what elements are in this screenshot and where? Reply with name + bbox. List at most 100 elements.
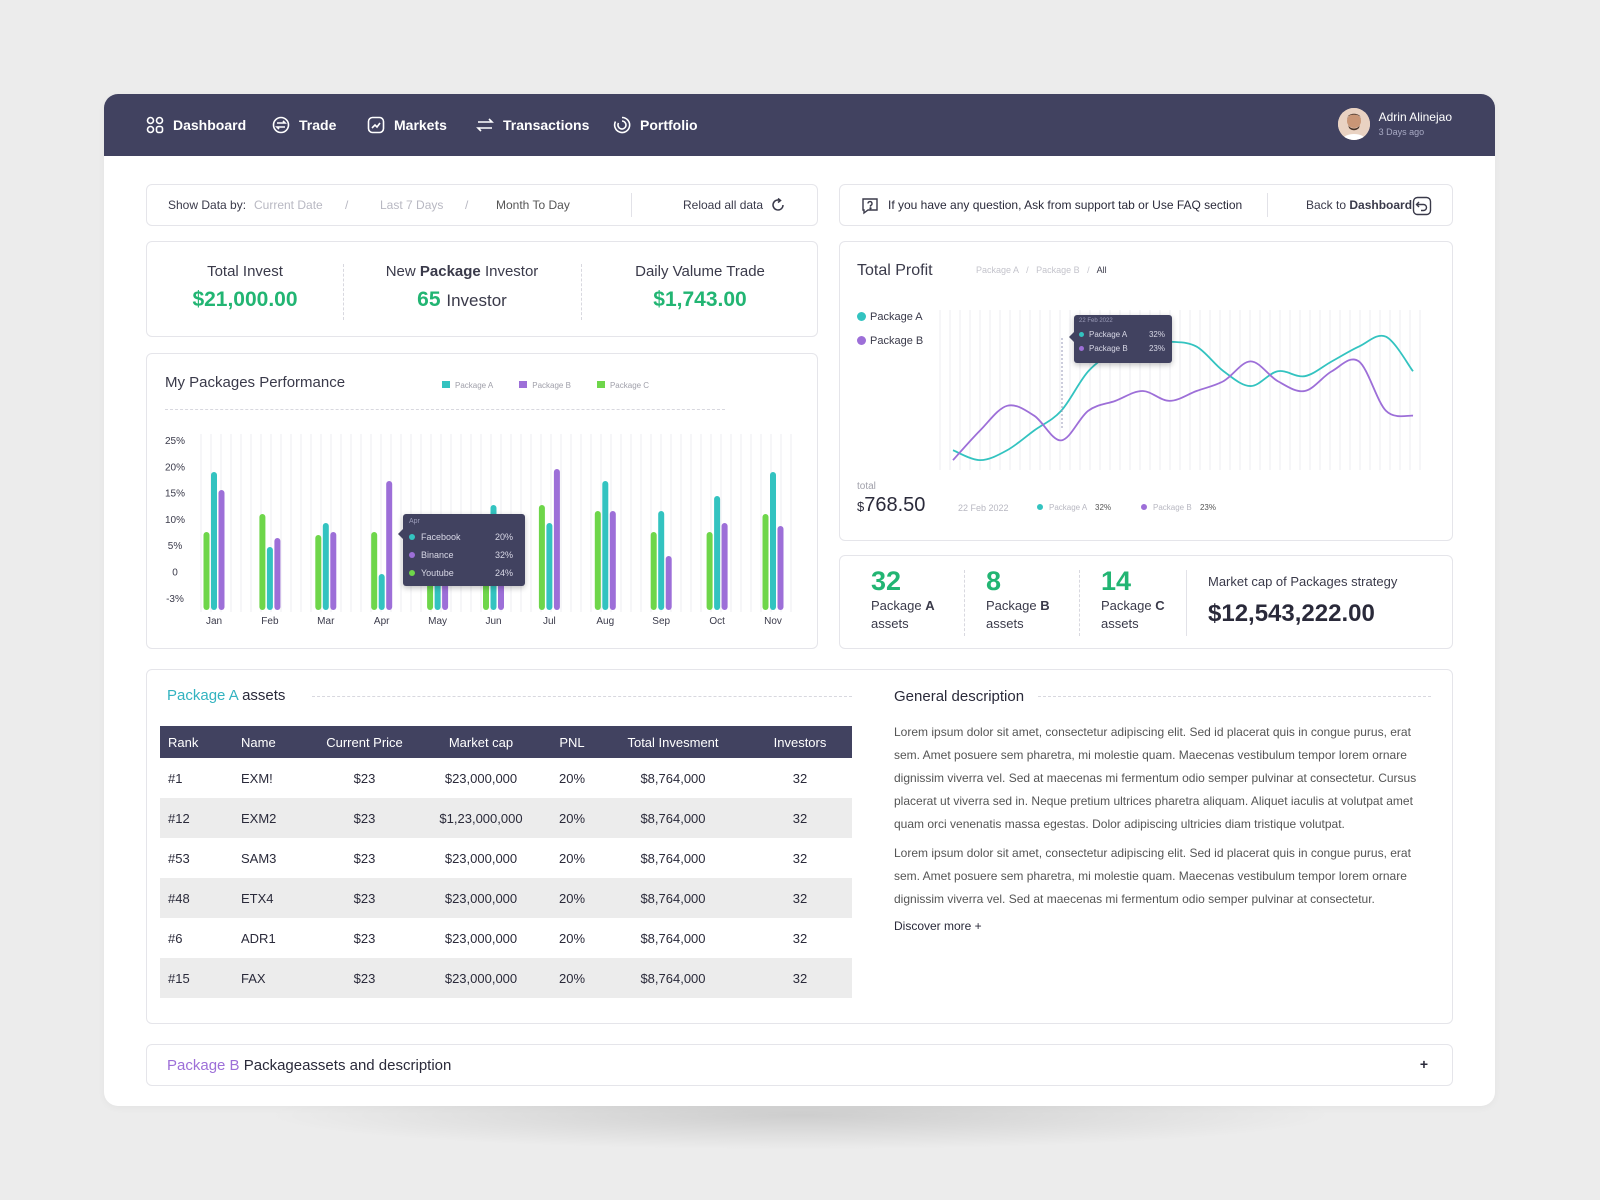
legend-item-package-a[interactable]: Package A: [442, 381, 493, 390]
filter-last-7-days[interactable]: Last 7 Days: [380, 198, 444, 212]
general-description: General description Lorem ipsum dolor si…: [894, 688, 1431, 933]
bar[interactable]: [386, 481, 393, 610]
bar[interactable]: [259, 514, 266, 610]
table-header-row: Rank Name Current Price Market cap PNL T…: [160, 726, 852, 758]
bar[interactable]: [602, 481, 609, 610]
series-line-package-a[interactable]: [952, 334, 1414, 462]
nav-item-dashboard[interactable]: Dashboard: [146, 94, 246, 156]
table-row[interactable]: #48 ETX4 $23 $23,000,000 20% $8,764,000 32: [160, 878, 852, 918]
legend-label: Package A: [870, 311, 923, 323]
user-profile[interactable]: Adrin Alinejao 3 Days ago: [1337, 108, 1452, 140]
nav-item-trade[interactable]: Trade: [272, 94, 336, 156]
reload-button[interactable]: Reload all data: [683, 198, 764, 212]
cell-price: $23: [313, 958, 416, 998]
y-tick-label: 10%: [165, 515, 185, 526]
bar[interactable]: [371, 532, 378, 610]
cell-name: SAM3: [241, 850, 277, 866]
bar[interactable]: [777, 526, 784, 610]
column-header-total-investment[interactable]: Total Invesment: [598, 726, 748, 758]
cell-pnl: 20%: [558, 850, 586, 866]
bar[interactable]: [553, 469, 560, 610]
bar[interactable]: [650, 532, 657, 610]
bar[interactable]: [770, 472, 776, 610]
bar[interactable]: [665, 556, 672, 610]
bar[interactable]: [658, 511, 665, 610]
nav-item-portfolio[interactable]: Portfolio: [613, 94, 698, 156]
label-sub: assets: [986, 616, 1024, 631]
bar[interactable]: [330, 532, 337, 610]
title-highlight: Package A: [167, 687, 238, 704]
table-row[interactable]: #1 EXM! $23 $23,000,000 20% $8,764,000 32: [160, 758, 852, 798]
profit-legend-a[interactable]: Package A: [857, 311, 923, 323]
bar[interactable]: [203, 532, 210, 610]
column-header-rank[interactable]: Rank: [160, 726, 233, 758]
bar[interactable]: [538, 505, 545, 610]
tooltip-title: Apr: [409, 518, 420, 525]
expand-icon[interactable]: +: [1419, 1056, 1428, 1072]
table-title: Package A assets: [167, 687, 285, 704]
series-line-package-b[interactable]: [952, 358, 1414, 461]
bar[interactable]: [594, 511, 601, 610]
divider: [1186, 570, 1187, 636]
bar[interactable]: [546, 523, 553, 610]
label-bold: B: [1040, 598, 1050, 613]
footer-label: Package A: [1049, 503, 1087, 512]
column-header-name[interactable]: Name: [233, 726, 313, 758]
filter-current-date[interactable]: Current Date: [254, 198, 323, 212]
column-header-market-cap[interactable]: Market cap: [416, 726, 546, 758]
filter-bar: Show Data by: Current Date / Last 7 Days…: [146, 184, 818, 226]
bar[interactable]: [322, 523, 329, 610]
back-icon[interactable]: [1412, 196, 1432, 216]
bar[interactable]: [274, 538, 281, 610]
divider: [1267, 193, 1268, 217]
cell-total-investment: $8,764,000: [640, 930, 706, 946]
tab-all[interactable]: All: [1096, 265, 1107, 275]
bar[interactable]: [609, 511, 616, 610]
nav-item-transactions[interactable]: Transactions: [476, 94, 589, 156]
stat-daily-volume: Daily Valume Trade $1,743.00: [581, 262, 819, 312]
bar[interactable]: [721, 523, 728, 610]
bar[interactable]: [706, 532, 713, 610]
package-b-section[interactable]: Package B Packageassets and description …: [146, 1044, 1453, 1086]
bar[interactable]: [266, 547, 273, 610]
bar[interactable]: [714, 496, 721, 610]
avatar-image: [1337, 108, 1370, 140]
cell-name: ADR1: [241, 930, 276, 946]
performance-card: My Packages Performance Package A Packag…: [146, 353, 818, 649]
cell-pnl: 20%: [558, 770, 586, 786]
value-number: 65: [417, 288, 441, 311]
cell-rank: #12: [160, 798, 233, 838]
nav-item-markets[interactable]: Markets: [367, 94, 447, 156]
market-cap-label: Market cap of Packages strategy: [1208, 574, 1398, 589]
pie-icon: [613, 116, 631, 134]
y-tick-label: 15%: [165, 489, 185, 500]
stat-label: Daily Valume Trade: [635, 263, 765, 280]
table-row[interactable]: #6 ADR1 $23 $23,000,000 20% $8,764,000 32: [160, 918, 852, 958]
filter-month-to-day[interactable]: Month To Day: [496, 198, 570, 212]
bar[interactable]: [378, 574, 385, 610]
bar[interactable]: [315, 535, 322, 610]
reload-icon[interactable]: [770, 197, 786, 213]
tab-package-a[interactable]: Package A: [976, 265, 1019, 275]
column-header-pnl[interactable]: PNL: [546, 726, 598, 758]
back-to-dashboard-link[interactable]: Back to Dashboard: [1306, 198, 1412, 212]
column-header-investors[interactable]: Investors: [748, 726, 852, 758]
y-tick-label: -3%: [166, 594, 184, 605]
table-row[interactable]: #53 SAM3 $23 $23,000,000 20% $8,764,000 32: [160, 838, 852, 878]
bar[interactable]: [211, 472, 217, 610]
profit-legend-b[interactable]: Package B: [857, 335, 923, 347]
tab-package-b[interactable]: Package B: [1036, 265, 1080, 275]
divider: [631, 193, 632, 217]
cell-rank: #48: [160, 878, 233, 918]
bar[interactable]: [762, 514, 769, 610]
cell-investors: 32: [748, 798, 852, 838]
avatar[interactable]: [1337, 108, 1370, 140]
legend-item-package-b[interactable]: Package B: [519, 381, 571, 390]
discover-more-link[interactable]: Discover more +: [894, 919, 982, 933]
table-row[interactable]: #12 EXM2 $23 $1,23,000,000 20% $8,764,000 32: [160, 798, 852, 838]
bar[interactable]: [218, 490, 225, 610]
legend-item-package-c[interactable]: Package C: [596, 381, 649, 390]
column-header-price[interactable]: Current Price: [313, 726, 416, 758]
table-row[interactable]: #15 FAX $23 $23,000,000 20% $8,764,000 32: [160, 958, 852, 998]
